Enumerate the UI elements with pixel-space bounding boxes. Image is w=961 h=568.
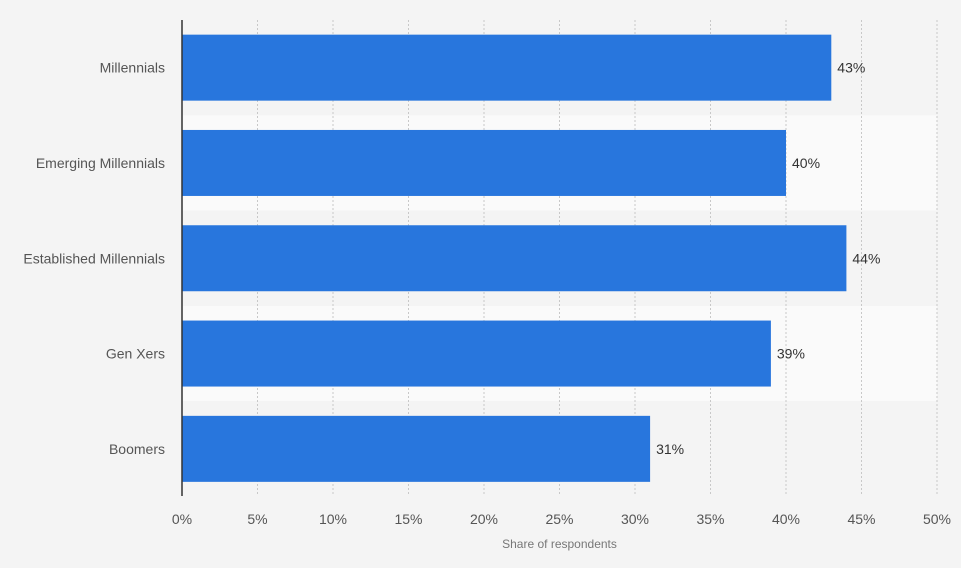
x-tick-label: 20% xyxy=(470,511,498,527)
value-labels: 43% 40% 44% 39% 31% xyxy=(656,60,880,457)
x-tick-label: 35% xyxy=(696,511,724,527)
category-label: Millennials xyxy=(100,60,165,76)
x-axis-title: Share of respondents xyxy=(502,537,617,551)
category-label: Boomers xyxy=(109,441,165,457)
bar[interactable] xyxy=(182,415,651,482)
x-tick-label: 50% xyxy=(923,511,951,527)
x-tick-label: 5% xyxy=(247,511,267,527)
value-label: 40% xyxy=(792,155,820,171)
x-tick-labels: 0% 5% 10% 15% 20% 25% 30% 35% 40% 45% 50% xyxy=(172,511,951,527)
value-label: 43% xyxy=(837,60,865,76)
x-tick-label: 25% xyxy=(545,511,573,527)
category-label: Established Millennials xyxy=(23,250,165,266)
category-label: Gen Xers xyxy=(106,346,165,362)
x-tick-label: 40% xyxy=(772,511,800,527)
x-tick-label: 0% xyxy=(172,511,192,527)
bars xyxy=(182,34,847,482)
category-labels: Millennials Emerging Millennials Establish… xyxy=(23,60,165,457)
category-label: Emerging Millennials xyxy=(36,155,165,171)
x-tick-label: 15% xyxy=(394,511,422,527)
bar[interactable] xyxy=(182,320,771,387)
bar[interactable] xyxy=(182,129,786,196)
bar[interactable] xyxy=(182,225,847,292)
x-tick-label: 45% xyxy=(847,511,875,527)
bar[interactable] xyxy=(182,34,832,101)
value-label: 39% xyxy=(777,346,805,362)
value-label: 44% xyxy=(852,250,880,266)
value-label: 31% xyxy=(656,441,684,457)
x-tick-label: 30% xyxy=(621,511,649,527)
x-tick-label: 10% xyxy=(319,511,347,527)
